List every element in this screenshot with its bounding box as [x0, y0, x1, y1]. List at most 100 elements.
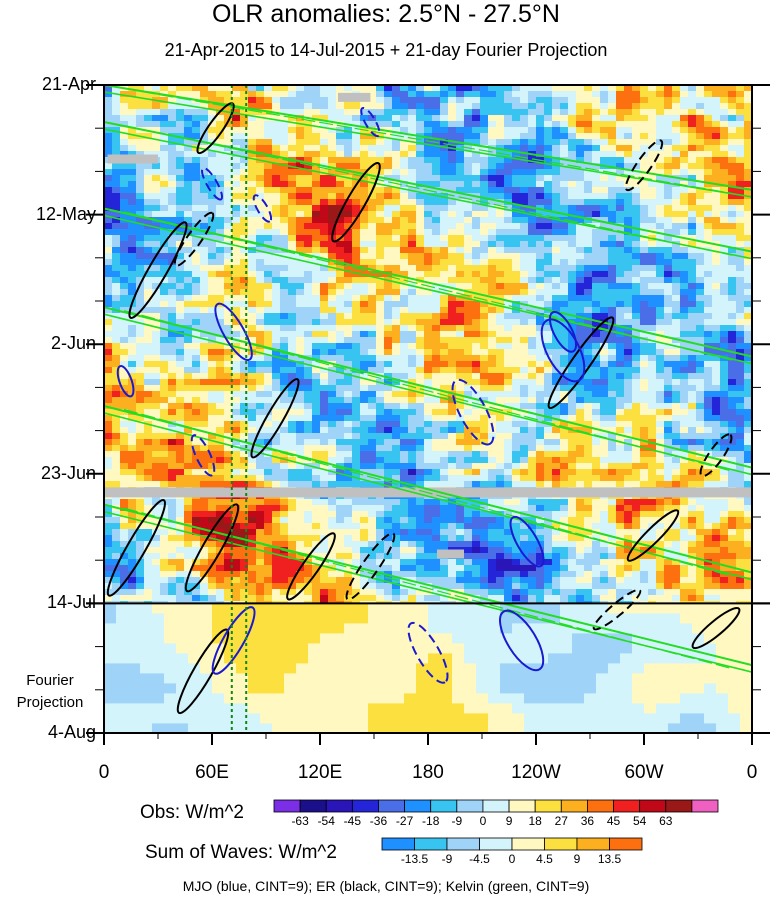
field-cell [632, 169, 641, 176]
field-cell [664, 163, 673, 170]
field-cell [448, 355, 457, 362]
field-cell [680, 157, 689, 164]
field-cell [720, 145, 729, 152]
field-cell [344, 229, 353, 236]
field-cell [568, 193, 577, 200]
field-cell [472, 217, 481, 224]
field-cell [664, 283, 673, 290]
field-cell [416, 169, 425, 176]
field-cell [736, 337, 745, 344]
field-cell [152, 115, 161, 122]
field-cell [128, 295, 137, 302]
field-cell [136, 181, 145, 188]
field-cell [272, 85, 281, 92]
field-cell [168, 193, 177, 200]
field-cell [232, 355, 241, 362]
field-cell [672, 331, 681, 338]
field-cell [440, 205, 449, 212]
field-cell [160, 379, 169, 386]
field-cell [208, 259, 217, 266]
field-cell [440, 427, 449, 434]
field-cell [504, 157, 513, 164]
field-cell [624, 403, 633, 410]
field-cell [632, 415, 641, 422]
field-cell [560, 259, 569, 266]
field-cell [304, 139, 313, 146]
field-cell [336, 409, 345, 416]
field-cell [736, 229, 745, 236]
field-cell [584, 229, 593, 236]
field-cell [688, 307, 697, 314]
field-cell [112, 247, 121, 254]
field-cell [520, 253, 529, 260]
field-cell [416, 157, 425, 164]
field-cell [712, 415, 721, 422]
field-cell [168, 361, 177, 368]
field-cell [632, 325, 641, 332]
field-cell [496, 343, 505, 350]
field-cell [464, 409, 473, 416]
field-cell [152, 451, 161, 458]
field-cell [104, 85, 113, 92]
field-cell [592, 211, 601, 218]
field-cell [104, 241, 113, 248]
field-cell [728, 361, 737, 368]
field-cell [680, 121, 689, 128]
field-cell [448, 163, 457, 170]
field-cell [688, 127, 697, 134]
field-cell [184, 445, 193, 452]
field-cell [288, 331, 297, 338]
field-cell [152, 145, 161, 152]
field-cell [336, 253, 345, 260]
field-cell [688, 331, 697, 338]
field-cell [184, 439, 193, 446]
field-cell [368, 385, 377, 392]
field-cell [224, 433, 233, 440]
field-cell [144, 307, 153, 314]
field-cell [312, 397, 321, 404]
field-cell [424, 337, 433, 344]
field-cell [664, 103, 673, 110]
field-cell [208, 193, 217, 200]
field-cell [712, 247, 721, 254]
field-cell [224, 403, 233, 410]
field-cell [248, 313, 257, 320]
field-cell [520, 205, 529, 212]
field-cell [448, 151, 457, 158]
field-cell [384, 397, 393, 404]
field-cell [160, 247, 169, 254]
field-cell [304, 373, 313, 380]
field-cell [312, 199, 321, 206]
field-cell [736, 127, 745, 134]
field-cell [216, 91, 225, 98]
field-cell [728, 235, 737, 242]
field-cell [632, 139, 641, 146]
field-cell [488, 295, 497, 302]
field-cell [280, 85, 289, 92]
field-cell [224, 361, 233, 368]
field-cell [504, 235, 513, 242]
field-cell [720, 283, 729, 290]
field-cell [552, 175, 561, 182]
field-cell [640, 241, 649, 248]
field-cell [472, 139, 481, 146]
field-cell [440, 133, 449, 140]
field-cell [376, 157, 385, 164]
field-cell [368, 199, 377, 206]
field-cell [240, 433, 249, 440]
field-cell [384, 253, 393, 260]
field-cell [728, 205, 737, 212]
field-cell [248, 223, 257, 230]
field-cell [240, 277, 249, 284]
field-cell [128, 187, 137, 194]
field-cell [464, 307, 473, 314]
field-cell [688, 151, 697, 158]
field-cell [656, 235, 665, 242]
field-cell [480, 283, 489, 290]
field-cell [224, 121, 233, 128]
field-cell [352, 391, 361, 398]
field-cell [728, 151, 737, 158]
field-cell [152, 319, 161, 326]
field-cell [488, 361, 497, 368]
field-cell [136, 103, 145, 110]
